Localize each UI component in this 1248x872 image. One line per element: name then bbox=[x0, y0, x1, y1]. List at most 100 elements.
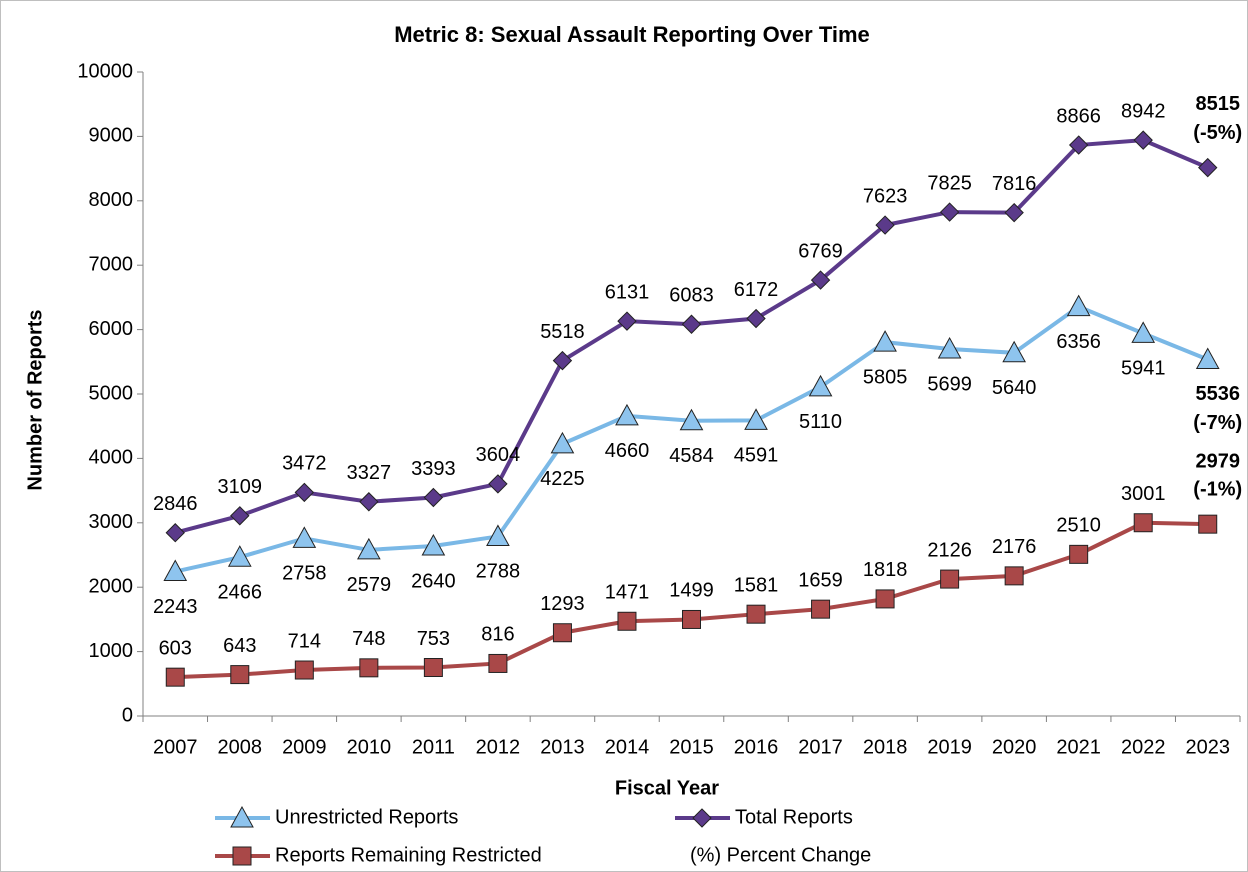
x-tick-label: 2016 bbox=[734, 736, 779, 758]
data-label: 1499 bbox=[669, 580, 714, 602]
data-point bbox=[1068, 135, 1089, 155]
data-label: 714 bbox=[288, 630, 321, 652]
y-tick-label: 4000 bbox=[89, 447, 134, 469]
data-point bbox=[1002, 340, 1026, 363]
x-tick-label: 2015 bbox=[669, 736, 714, 758]
data-point bbox=[423, 487, 444, 508]
data-label: 2126 bbox=[927, 539, 972, 561]
data-point bbox=[165, 523, 185, 543]
data-label: 1818 bbox=[863, 559, 908, 581]
data-point bbox=[1004, 566, 1024, 586]
data-point bbox=[1069, 544, 1089, 564]
data-point bbox=[682, 609, 701, 629]
data-point bbox=[488, 474, 508, 494]
percent-change: (-5%) bbox=[1193, 122, 1242, 144]
data-point bbox=[875, 215, 895, 235]
data-label: 2846 bbox=[153, 493, 198, 515]
chart-title: Metric 8: Sexual Assault Reporting Over … bbox=[394, 22, 870, 47]
y-tick-label: 8000 bbox=[89, 189, 134, 211]
data-point bbox=[811, 599, 831, 619]
data-label: 5699 bbox=[927, 373, 972, 395]
data-point bbox=[1198, 157, 1218, 178]
data-point bbox=[550, 431, 575, 454]
x-tick-label: 2007 bbox=[153, 736, 198, 758]
data-point bbox=[230, 665, 250, 685]
percent-change: (-1%) bbox=[1193, 478, 1242, 500]
data-label: 2640 bbox=[411, 570, 456, 592]
data-label: 4591 bbox=[734, 445, 779, 467]
data-label: 3327 bbox=[347, 462, 392, 484]
data-label: 2510 bbox=[1056, 515, 1101, 537]
x-tick-label: 2021 bbox=[1056, 736, 1101, 758]
x-tick-label: 2010 bbox=[347, 736, 392, 758]
y-tick-label: 0 bbox=[122, 704, 133, 726]
data-label: 1659 bbox=[798, 569, 843, 591]
data-point bbox=[1133, 513, 1153, 533]
data-label: 2466 bbox=[218, 581, 263, 603]
data-label: 3001 bbox=[1121, 483, 1166, 505]
data-label: 8866 bbox=[1056, 105, 1101, 127]
legend-label: Reports Remaining Restricted bbox=[275, 844, 542, 866]
data-label: 4660 bbox=[605, 440, 650, 462]
y-tick-label: 5000 bbox=[89, 382, 134, 404]
data-point bbox=[359, 492, 379, 512]
x-tick-label: 2008 bbox=[218, 736, 263, 758]
data-label: 6769 bbox=[798, 240, 843, 262]
legend-note: (%) Percent Change bbox=[690, 844, 871, 866]
data-label: 8942 bbox=[1121, 100, 1166, 122]
y-tick-label: 2000 bbox=[89, 575, 134, 597]
data-label: 5640 bbox=[992, 377, 1037, 399]
legend-label: Total Reports bbox=[735, 806, 853, 828]
y-tick-label: 10000 bbox=[77, 60, 133, 82]
data-point bbox=[486, 524, 510, 546]
data-point bbox=[746, 604, 766, 624]
legend-marker bbox=[232, 846, 252, 866]
data-label: 3604 bbox=[476, 444, 521, 466]
data-point bbox=[421, 533, 446, 556]
data-point bbox=[615, 403, 639, 426]
data-point bbox=[294, 660, 314, 680]
data-label: 1471 bbox=[605, 582, 650, 604]
data-point bbox=[165, 667, 185, 687]
x-tick-label: 2013 bbox=[540, 736, 585, 758]
data-point bbox=[873, 330, 897, 352]
data-label: 1581 bbox=[734, 574, 779, 596]
data-point bbox=[292, 526, 317, 548]
data-label: 643 bbox=[223, 635, 256, 657]
data-label: 2579 bbox=[347, 574, 392, 596]
data-label: 2758 bbox=[282, 563, 327, 585]
data-label: 748 bbox=[352, 628, 385, 650]
data-point bbox=[294, 482, 315, 503]
x-tick-label: 2023 bbox=[1185, 736, 1230, 758]
data-label: 3393 bbox=[411, 458, 456, 480]
data-label: 3109 bbox=[218, 476, 263, 498]
data-point bbox=[679, 408, 704, 431]
data-point bbox=[423, 658, 443, 678]
data-point bbox=[744, 408, 768, 430]
data-point bbox=[359, 658, 379, 678]
x-tick-label: 2017 bbox=[798, 736, 843, 758]
legend-marker bbox=[692, 808, 712, 828]
data-point bbox=[227, 545, 252, 567]
data-point bbox=[875, 589, 895, 609]
x-tick-label: 2022 bbox=[1121, 736, 1166, 758]
data-point bbox=[230, 506, 250, 526]
data-label: 2243 bbox=[153, 596, 198, 618]
data-label: 2788 bbox=[476, 561, 521, 583]
data-label: 6131 bbox=[605, 281, 650, 303]
data-label: 5518 bbox=[540, 321, 585, 343]
data-point bbox=[1198, 514, 1218, 534]
data-point bbox=[1066, 294, 1091, 317]
data-label: 2979 bbox=[1195, 450, 1240, 472]
data-point bbox=[939, 202, 960, 222]
data-label: 8515 bbox=[1195, 93, 1240, 115]
legend-marker bbox=[230, 805, 254, 828]
percent-change: (-7%) bbox=[1193, 412, 1242, 434]
data-point bbox=[552, 623, 572, 643]
x-tick-label: 2011 bbox=[412, 736, 455, 758]
data-label: 6356 bbox=[1056, 331, 1101, 353]
data-point bbox=[940, 569, 960, 589]
x-tick-label: 2018 bbox=[863, 736, 908, 758]
data-label: 7825 bbox=[927, 172, 972, 194]
data-label: 4584 bbox=[669, 445, 714, 467]
